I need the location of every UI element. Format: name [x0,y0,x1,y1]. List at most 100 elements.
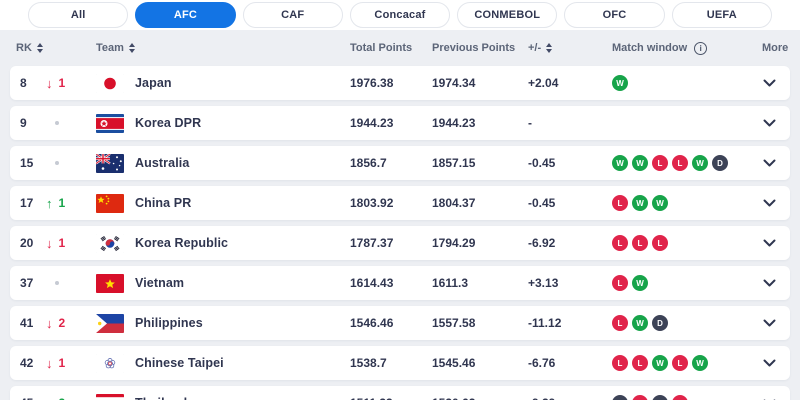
tab-all[interactable]: All [28,2,129,28]
china-flag-icon [96,193,124,213]
match-result-badge: L [672,155,688,171]
rank-value: 42 [20,356,34,370]
tab-ofc[interactable]: OFC [564,2,665,28]
tab-concacaf[interactable]: Concacaf [349,2,451,28]
column-header-rk[interactable]: RK [16,42,46,54]
ranking-row[interactable]: 9 Korea DPR 1944.23 1944.23 - [10,106,790,140]
australia-flag-icon [96,153,124,173]
rank-change: ↓ 1 [46,75,66,91]
info-icon[interactable]: i [694,41,708,55]
total-points-value: 1538.7 [350,356,387,370]
rank-change [46,161,96,165]
match-result-badge: W [632,275,648,291]
match-result-badge: L [612,195,628,211]
up-arrow-icon: ↑ [46,397,53,400]
team-name: China PR [135,196,192,210]
match-result-badge: L [612,315,628,331]
sort-icon [546,43,553,53]
rank-change: ↓ 1 [46,355,66,371]
chevron-down-icon[interactable] [763,319,776,328]
tab-label: AFC [173,9,198,21]
match-result-badge: L [632,395,648,400]
match-result-badge: W [652,355,668,371]
match-result-badge: L [612,275,628,291]
column-header-team[interactable]: Team [96,42,350,54]
points-delta-value: +3.13 [528,276,559,290]
match-result-badge: L [672,395,688,400]
rank-change [46,281,96,285]
rank-change: ↑ 1 [46,195,66,211]
total-points-value: 1614.43 [350,276,394,290]
no-change-dot [55,161,59,165]
ranking-row[interactable]: 42 ↓ 1 Chinese Taipei 1538.7 1545.46 -6.7… [10,346,790,380]
points-delta-value: - [528,116,532,130]
thailand-flag-icon [96,393,124,400]
previous-points-value: 1545.46 [432,356,476,370]
ranking-row[interactable]: 20 ↓ 1 Korea Republic 1787.37 1794.29 -6.… [10,226,790,260]
previous-points-value: 1520.62 [432,396,528,400]
match-result-badge: L [612,235,628,251]
total-points-value: 1787.37 [350,236,394,250]
match-result-badge: L [652,155,668,171]
tab-uefa[interactable]: UEFA [671,2,772,28]
column-header-previous-points: Previous Points [432,42,516,54]
chevron-down-icon[interactable] [763,279,776,288]
match-result-badge: L [672,355,688,371]
chevron-down-icon[interactable] [763,79,776,88]
match-result-badge: L [632,355,648,371]
match-result-badge: L [652,235,668,251]
ranking-row[interactable]: 41 ↓ 2 Philippines 1546.46 1557.58 -11.12… [10,306,790,340]
confederation-tab-bar: All AFC CAF Concacaf CONMEBOL OFC UEFA [0,0,800,30]
korea-republic-flag-icon [96,233,124,253]
match-result-badge: W [632,315,648,331]
match-result-badge: D [652,395,668,400]
chevron-down-icon[interactable] [763,119,776,128]
match-result-badge: W [632,155,648,171]
tab-afc[interactable]: AFC [135,2,236,28]
team-name: Japan [135,76,172,90]
philippines-flag-icon [96,313,124,333]
tab-caf[interactable]: CAF [242,2,343,28]
korea-dpr-flag-icon [96,113,124,133]
column-header-match-window: Match window i [612,41,762,55]
rank-change [46,121,96,125]
ranking-row[interactable]: 8 ↓ 1 Japan 1976.38 1974.34 +2.04 W [10,66,790,100]
match-result-badge: D [712,155,728,171]
chevron-down-icon[interactable] [763,199,776,208]
points-delta-value: -6.76 [528,356,556,370]
match-result-badge: W [692,155,708,171]
total-points-value: 1511.33 [350,396,432,400]
points-delta-value: -11.12 [528,316,562,330]
team-name: Australia [135,156,190,170]
tab-label: UEFA [706,9,737,21]
rank-value: 9 [20,116,27,130]
rank-value: 15 [20,156,34,170]
match-result-badge: W [612,155,628,171]
chevron-down-icon[interactable] [763,159,776,168]
total-points-value: 1803.92 [350,196,394,210]
ranking-row[interactable]: 45 ↑2 Thailand 1511.33 1520.62 -9.29 DLD… [10,386,790,400]
previous-points-value: 1857.15 [432,156,476,170]
rank-value: 8 [20,76,27,90]
no-change-dot [55,281,59,285]
tab-conmebol[interactable]: CONMEBOL [457,2,558,28]
table-header: RK Team Total Points Previous Points +/-… [10,30,790,66]
chevron-down-icon[interactable] [763,239,776,248]
match-result-badge: D [612,395,628,400]
chevron-down-icon[interactable] [763,359,776,368]
down-arrow-icon: ↓ [46,75,53,91]
rank-value: 45 [16,396,46,400]
column-header-plus-minus[interactable]: +/- [528,42,612,54]
tab-label: CAF [281,9,305,21]
previous-points-value: 1804.37 [432,196,476,210]
ranking-table-body: 8 ↓ 1 Japan 1976.38 1974.34 +2.04 W 9 Kor… [0,66,800,400]
total-points-value: 1546.46 [350,316,394,330]
